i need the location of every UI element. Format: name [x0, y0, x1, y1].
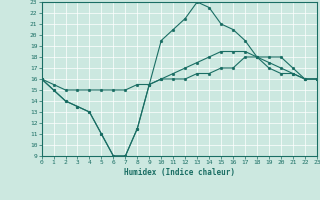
X-axis label: Humidex (Indice chaleur): Humidex (Indice chaleur): [124, 168, 235, 177]
